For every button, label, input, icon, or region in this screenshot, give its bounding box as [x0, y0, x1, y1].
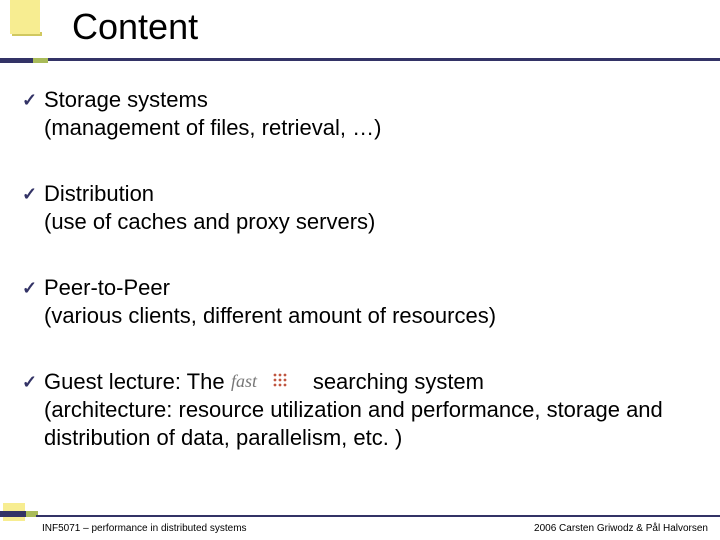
- heading-after: searching system: [307, 369, 484, 394]
- list-item-body: Guest lecture: The fast searching system…: [44, 368, 692, 452]
- list-item: ✓ Peer-to-Peer (various clients, differe…: [22, 274, 692, 330]
- list-item-body: Peer-to-Peer (various clients, different…: [44, 274, 692, 330]
- slide: Content ✓ Storage systems (management of…: [0, 0, 720, 540]
- title-underline: [40, 58, 720, 61]
- page-title: Content: [72, 6, 198, 48]
- list-item-detail: (use of caches and proxy servers): [44, 208, 692, 236]
- check-icon: ✓: [22, 180, 44, 208]
- check-icon: ✓: [22, 368, 44, 396]
- list-item-heading: Peer-to-Peer: [44, 274, 692, 302]
- title-decor-bar-cap: [33, 58, 48, 63]
- list-item-heading: Distribution: [44, 180, 692, 208]
- list-item-body: Storage systems (management of files, re…: [44, 86, 692, 142]
- footer-right-text: 2006 Carsten Griwodz & Pål Halvorsen: [534, 523, 708, 534]
- check-icon: ✓: [22, 274, 44, 302]
- svg-text:fast: fast: [231, 371, 258, 391]
- list-item-heading: Guest lecture: The fast searching system: [44, 368, 692, 396]
- content-area: ✓ Storage systems (management of files, …: [22, 86, 692, 452]
- list-item: ✓ Guest lecture: The fast searchi: [22, 368, 692, 452]
- check-icon: ✓: [22, 86, 44, 114]
- list-item: ✓ Storage systems (management of files, …: [22, 86, 692, 142]
- fast-logo-icon: fast: [231, 370, 307, 390]
- list-item-detail: (architecture: resource utilization and …: [44, 396, 692, 452]
- heading-before: Guest lecture: The: [44, 369, 231, 394]
- list-item-body: Distribution (use of caches and proxy se…: [44, 180, 692, 236]
- list-item-detail: (various clients, different amount of re…: [44, 302, 692, 330]
- list-item: ✓ Distribution (use of caches and proxy …: [22, 180, 692, 236]
- title-decor-square: [10, 0, 40, 34]
- list-item-detail: (management of files, retrieval, …): [44, 114, 692, 142]
- list-item-heading: Storage systems: [44, 86, 692, 114]
- footer-underline: [36, 515, 720, 517]
- footer-left-text: INF5071 – performance in distributed sys…: [42, 523, 247, 534]
